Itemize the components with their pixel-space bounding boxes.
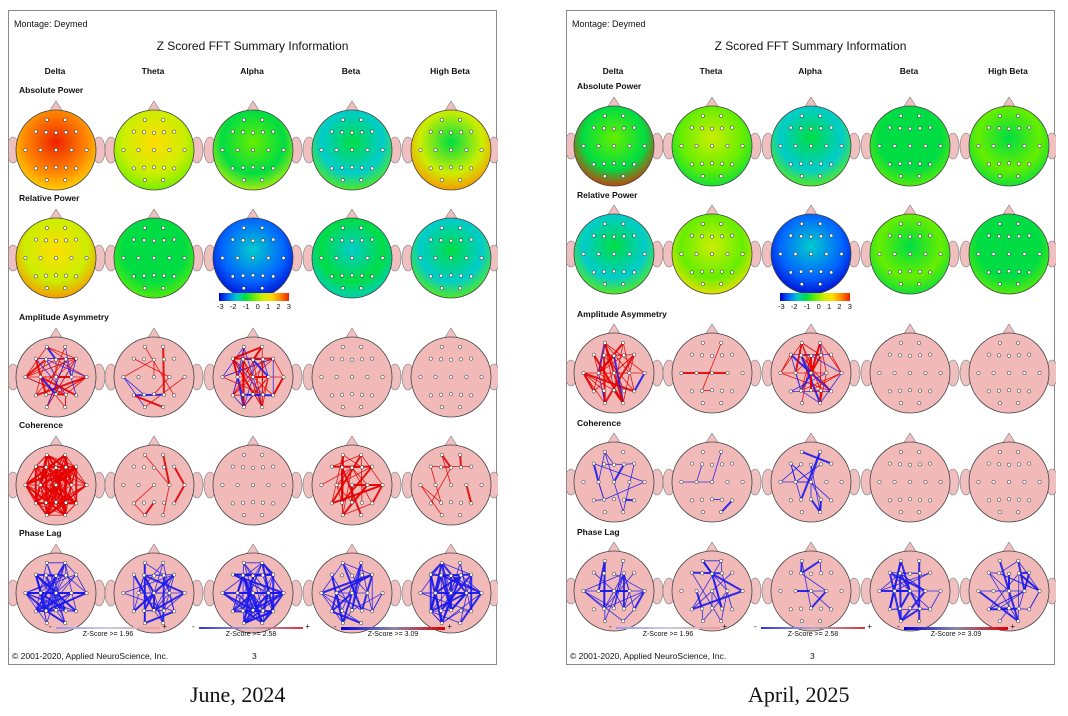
band-high-beta: High Beta	[988, 66, 1028, 76]
head-map-r0-b0	[9, 100, 106, 191]
head-map-r2-b0	[567, 323, 664, 414]
head-map-r1-b3	[860, 204, 960, 295]
head-map-r3-b0	[9, 435, 106, 526]
head-map-r2-b2	[203, 327, 303, 418]
montage-label: Montage: Deymed	[572, 19, 646, 29]
band-theta: Theta	[141, 66, 165, 76]
head-map-r0-b3	[302, 100, 402, 191]
head-map-r3-b3	[302, 435, 402, 526]
row-coherence: Coherence	[19, 420, 63, 430]
head-map-r1-b3	[302, 208, 402, 299]
row-phase-lag: Phase Lag	[577, 527, 620, 537]
head-map-r3-b0	[567, 432, 664, 523]
head-map-r2-b4	[959, 323, 1056, 414]
head-map-r1-b4	[401, 208, 498, 299]
band-theta: Theta	[699, 66, 723, 76]
head-map-r2-b1	[662, 323, 762, 414]
caption-april-2025: April, 2025	[748, 682, 850, 707]
row-amplitude-asymmetry: Amplitude Asymmetry	[577, 309, 667, 319]
head-map-r1-b0	[9, 208, 106, 299]
head-map-r1-b0	[567, 204, 664, 295]
head-map-r4-b4	[401, 543, 498, 634]
row-absolute-power: Absolute Power	[19, 85, 84, 95]
head-map-r2-b4	[401, 327, 498, 418]
head-map-r4-b0	[9, 543, 106, 634]
head-map-r1-b2	[203, 208, 303, 299]
head-map-r0-b2	[203, 100, 303, 191]
head-map-r0-b1	[104, 100, 204, 191]
head-map-r4-b4	[959, 541, 1056, 632]
head-map-r0-b4	[401, 100, 498, 191]
head-map-r4-b2	[203, 543, 303, 634]
head-map-r1-b1	[104, 208, 204, 299]
head-maps-june-2024	[9, 100, 498, 634]
z-colorbar-ticks: -3 -2 -1 0 1 2 3	[778, 302, 852, 311]
head-map-r3-b3	[860, 432, 960, 523]
row-relative-power: Relative Power	[577, 190, 638, 200]
copyright-notice: © 2001-2020, Applied NeuroScience, Inc.	[12, 651, 169, 661]
head-map-r3-b4	[401, 435, 498, 526]
head-map-r3-b2	[203, 435, 303, 526]
z-colorbar	[780, 293, 850, 301]
head-map-r2-b2	[761, 323, 861, 414]
band-alpha: Alpha	[240, 66, 264, 76]
head-map-r4-b1	[104, 543, 204, 634]
head-map-r2-b3	[302, 327, 402, 418]
head-map-r0-b0	[567, 96, 664, 187]
z-colorbar	[219, 293, 289, 301]
head-map-r3-b4	[959, 432, 1056, 523]
copyright-notice: © 2001-2020, Applied NeuroScience, Inc.	[570, 651, 727, 661]
report-panel-april-2025: Montage: Deymed Z Scored FFT Summary Inf…	[566, 10, 1056, 665]
head-map-r2-b0	[9, 327, 106, 418]
head-map-r1-b4	[959, 204, 1056, 295]
band-delta: Delta	[44, 66, 66, 76]
report-panel-june-2024: Montage: Deymed Z Scored FFT Summary Inf…	[8, 10, 498, 665]
head-map-r4-b1	[662, 541, 762, 632]
row-phase-lag: Phase Lag	[19, 528, 62, 538]
head-map-r4-b2	[761, 541, 861, 632]
head-map-r3-b1	[104, 435, 204, 526]
head-map-r3-b2	[761, 432, 861, 523]
band-delta: Delta	[602, 66, 624, 76]
head-map-r0-b4	[959, 96, 1056, 187]
row-relative-power: Relative Power	[19, 193, 80, 203]
head-map-r4-b3	[302, 543, 402, 634]
head-map-r2-b1	[104, 327, 204, 418]
head-map-r1-b1	[662, 204, 762, 295]
report-title: Z Scored FFT Summary Information	[156, 39, 349, 53]
row-absolute-power: Absolute Power	[577, 81, 642, 91]
page-number: 3	[810, 651, 815, 661]
report-title: Z Scored FFT Summary Information	[714, 39, 907, 53]
montage-label: Montage: Deymed	[14, 19, 88, 29]
row-coherence: Coherence	[577, 418, 621, 428]
page-number: 3	[252, 651, 257, 661]
caption-june-2024: June, 2024	[190, 682, 286, 707]
head-maps-april-2025	[567, 96, 1056, 632]
head-map-r2-b3	[860, 323, 960, 414]
head-map-r0-b3	[860, 96, 960, 187]
head-map-r4-b3	[860, 541, 960, 632]
band-beta: Beta	[341, 66, 361, 76]
band-high-beta: High Beta	[430, 66, 470, 76]
band-beta: Beta	[899, 66, 919, 76]
head-map-r3-b1	[662, 432, 762, 523]
z-colorbar-ticks: -3 -2 -1 0 1 2 3	[217, 302, 291, 311]
head-map-r1-b2	[761, 204, 861, 295]
head-map-r4-b0	[567, 541, 664, 632]
head-map-r0-b2	[761, 96, 861, 187]
band-alpha: Alpha	[798, 66, 822, 76]
row-amplitude-asymmetry: Amplitude Asymmetry	[19, 312, 109, 322]
head-map-r0-b1	[662, 96, 762, 187]
